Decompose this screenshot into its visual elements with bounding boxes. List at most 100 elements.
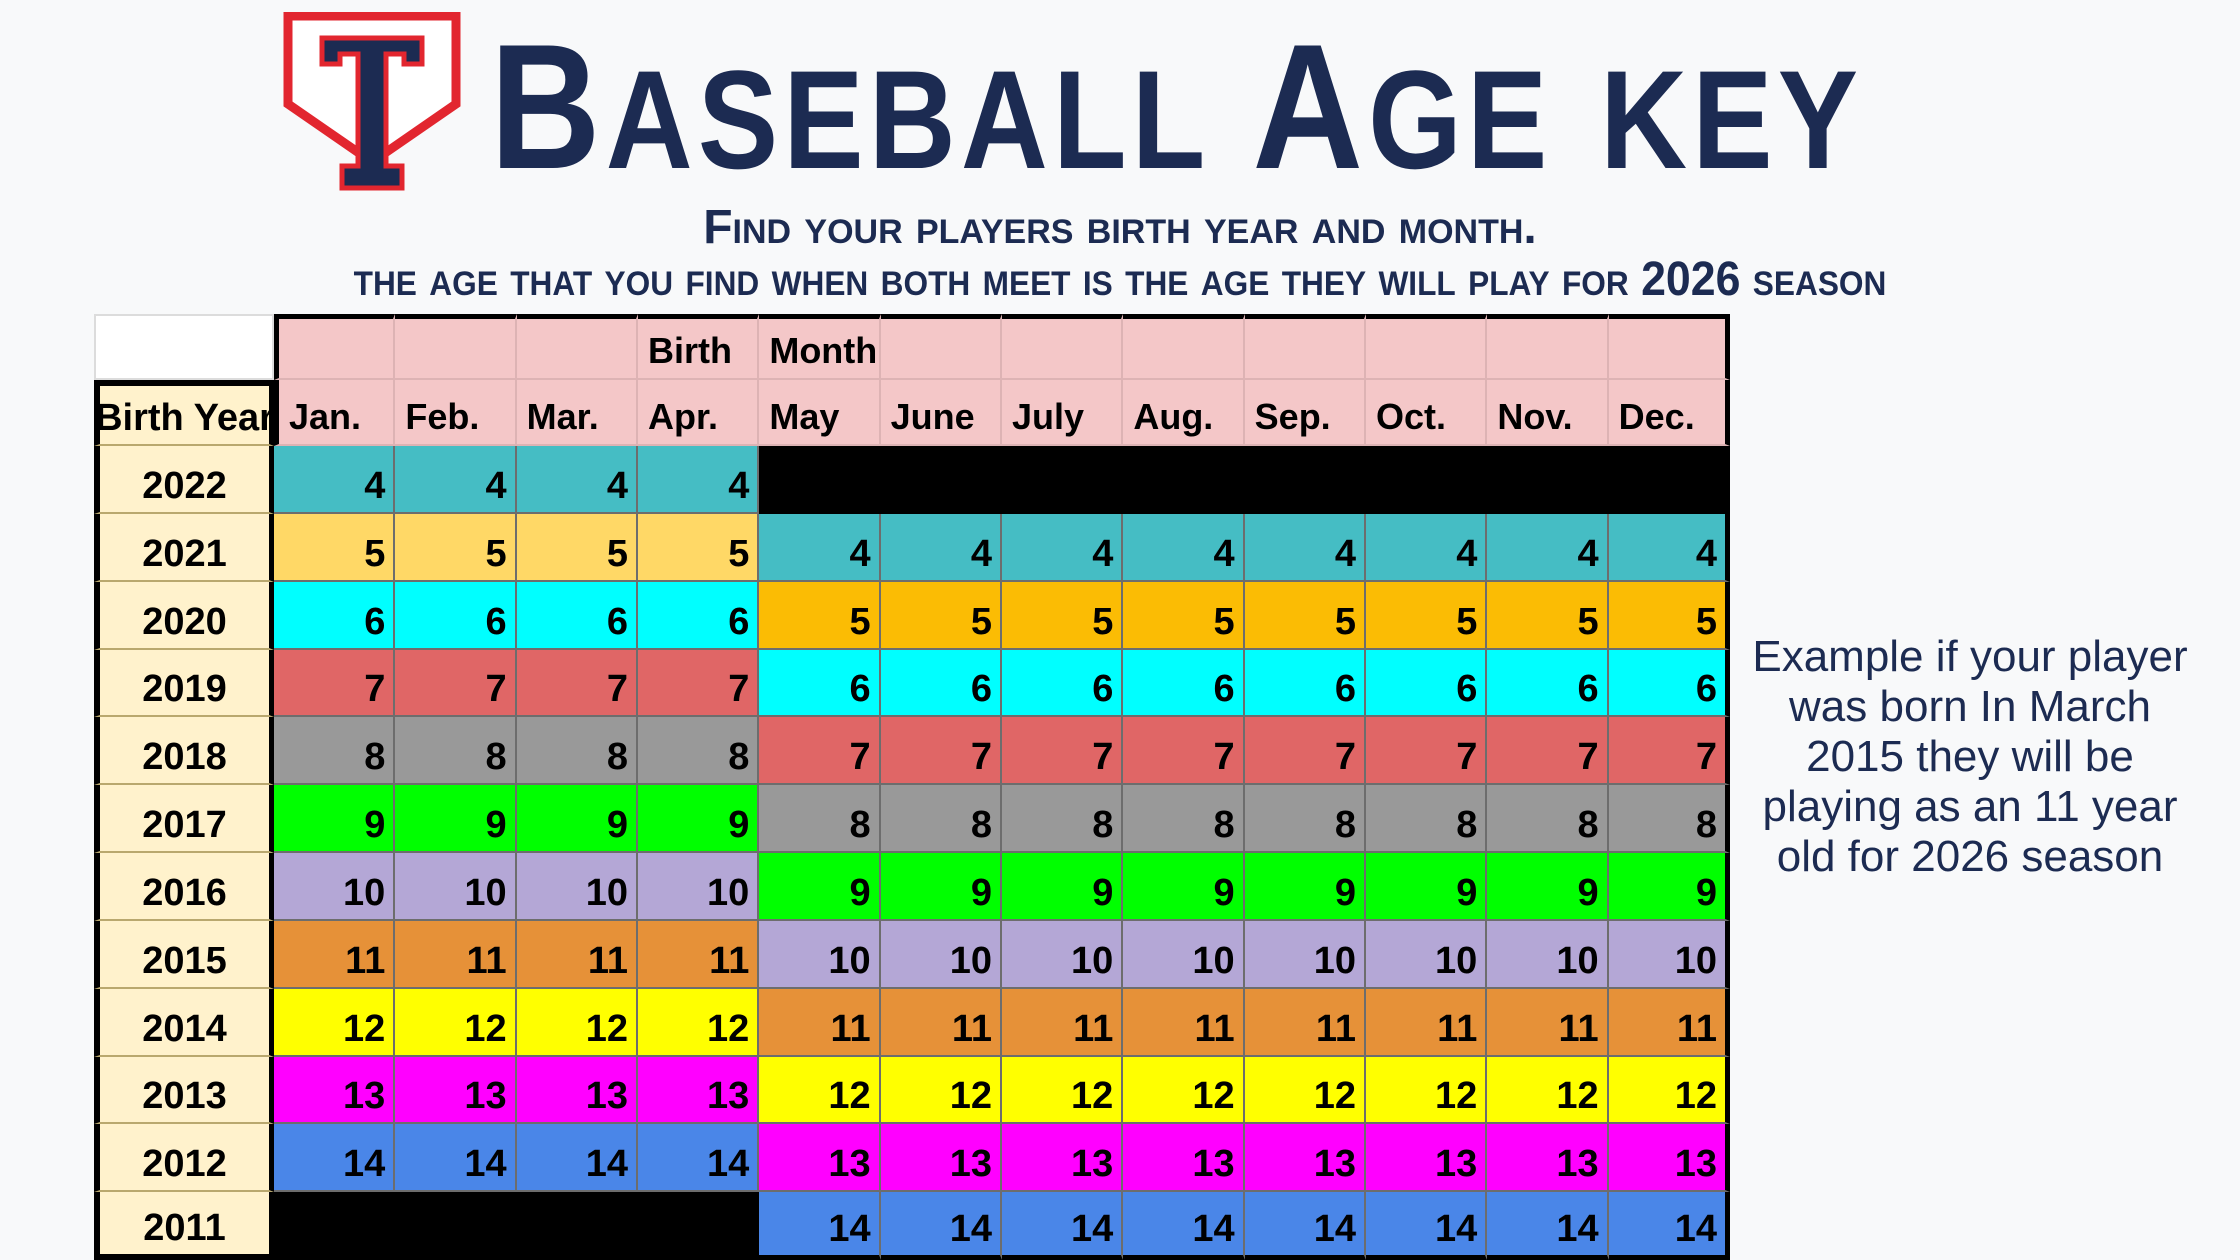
age-cell: 12	[516, 988, 638, 1057]
age-cell: 8	[1002, 785, 1124, 853]
age-cell: 10	[1608, 920, 1730, 989]
subtitle-line-2: the age that you find when both meet is …	[353, 253, 1887, 306]
age-cell: 7	[880, 717, 1002, 786]
age-cell: 8	[1608, 785, 1730, 853]
age-cell: 6	[1608, 649, 1730, 718]
group-header-cell	[880, 314, 1002, 380]
age-cell: 8	[1487, 785, 1609, 853]
age-cell: 7	[1487, 717, 1609, 786]
age-cell: 5	[638, 513, 760, 582]
age-cell: 10	[1244, 920, 1366, 989]
age-cell: 13	[1608, 1124, 1730, 1193]
age-cell: 11	[516, 920, 638, 989]
age-cell: 4	[1366, 513, 1488, 582]
age-cell: 13	[1366, 1124, 1488, 1193]
age-cell: 14	[1002, 1192, 1124, 1260]
age-cell: 9	[1487, 853, 1609, 921]
age-cell: 7	[1123, 717, 1245, 786]
age-cell: 8	[274, 717, 396, 786]
birth-year-cell: 2011	[94, 1192, 274, 1260]
age-cell: 7	[1366, 717, 1488, 786]
age-cell: 11	[1487, 988, 1609, 1057]
age-cell: 7	[1002, 717, 1124, 786]
month-header-nov: Nov.	[1487, 380, 1609, 446]
birth-year-cell: 2012	[94, 1124, 274, 1193]
age-cell: 11	[1366, 988, 1488, 1057]
empty-cell	[395, 1192, 517, 1260]
birth-year-cell: 2022	[94, 446, 274, 514]
empty-cell	[880, 446, 1002, 514]
month-header-dec: Dec.	[1608, 380, 1730, 446]
age-cell: 9	[1123, 853, 1245, 921]
age-cell: 13	[516, 1056, 638, 1125]
age-cell: 14	[516, 1124, 638, 1193]
age-cell: 9	[759, 853, 881, 921]
example-note: Example if your player was born In March…	[1752, 632, 2188, 881]
age-cell: 7	[395, 649, 517, 718]
age-cell: 14	[1244, 1192, 1366, 1260]
age-cell: 4	[638, 446, 760, 514]
empty-cell	[759, 446, 881, 514]
birth-year-cell: 2016	[94, 853, 274, 921]
age-cell: 12	[1608, 1056, 1730, 1125]
age-cell: 13	[1487, 1124, 1609, 1193]
age-cell: 7	[638, 649, 760, 718]
age-cell: 6	[759, 649, 881, 718]
age-cell: 12	[638, 988, 760, 1057]
month-header-oct: Oct.	[1366, 380, 1488, 446]
age-cell: 6	[516, 581, 638, 650]
birth-year-cell: 2014	[94, 988, 274, 1057]
age-cell: 11	[1002, 988, 1124, 1057]
age-cell: 10	[880, 920, 1002, 989]
month-header-june: June	[880, 380, 1002, 446]
age-cell: 9	[1366, 853, 1488, 921]
age-cell: 14	[638, 1124, 760, 1193]
group-header-cell	[274, 314, 396, 380]
group-header-cell	[1487, 314, 1609, 380]
age-cell: 4	[1608, 513, 1730, 582]
age-cell: 6	[638, 581, 760, 650]
month-header-jan: Jan.	[274, 380, 396, 446]
birth-year-cell: 2019	[94, 649, 274, 718]
month-header-feb: Feb.	[395, 380, 517, 446]
group-header-cell: Birth	[638, 314, 760, 380]
age-cell: 14	[1487, 1192, 1609, 1260]
age-cell: 8	[880, 785, 1002, 853]
empty-cell	[1244, 446, 1366, 514]
age-cell: 11	[638, 920, 760, 989]
age-cell: 8	[759, 785, 881, 853]
age-cell: 6	[274, 581, 396, 650]
empty-cell	[1002, 446, 1124, 514]
age-cell: 8	[516, 717, 638, 786]
age-cell: 5	[880, 581, 1002, 650]
age-cell: 4	[1123, 513, 1245, 582]
age-cell: 5	[1487, 581, 1609, 650]
age-cell: 9	[274, 785, 396, 853]
age-cell: 11	[1123, 988, 1245, 1057]
group-header-cell	[1002, 314, 1124, 380]
age-cell: 9	[395, 785, 517, 853]
age-cell: 5	[759, 581, 881, 650]
birth-year-cell: 2020	[94, 581, 274, 650]
age-cell: 8	[638, 717, 760, 786]
empty-cell	[274, 1192, 396, 1260]
age-cell: 11	[759, 988, 881, 1057]
page-title: BASEBALL AGE KEY	[490, 7, 1864, 206]
age-cell: 4	[1002, 513, 1124, 582]
age-cell: 7	[1244, 717, 1366, 786]
birth-year-cell: 2021	[94, 513, 274, 582]
age-cell: 13	[1244, 1124, 1366, 1193]
age-cell: 4	[1244, 513, 1366, 582]
empty-cell	[1608, 446, 1730, 514]
age-cell: 14	[759, 1192, 881, 1260]
age-cell: 10	[1487, 920, 1609, 989]
age-cell: 10	[1123, 920, 1245, 989]
age-cell: 12	[1366, 1056, 1488, 1125]
age-cell: 4	[516, 446, 638, 514]
age-cell: 13	[880, 1124, 1002, 1193]
age-cell: 6	[880, 649, 1002, 718]
age-cell: 12	[1244, 1056, 1366, 1125]
empty-cell	[516, 1192, 638, 1260]
age-cell: 10	[395, 853, 517, 921]
age-cell: 10	[638, 853, 760, 921]
